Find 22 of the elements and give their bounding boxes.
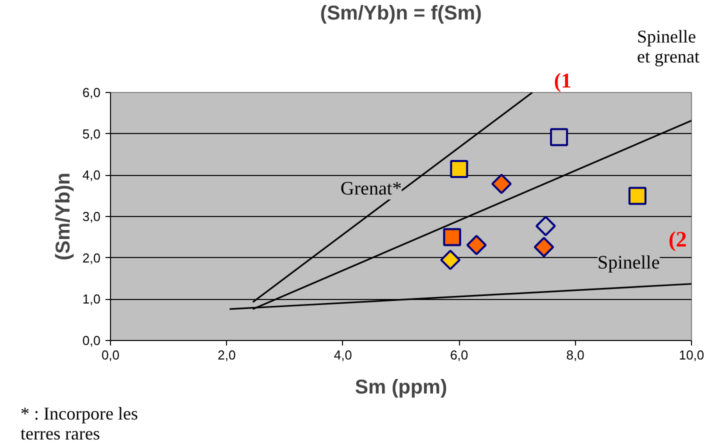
x-tick-label: 8,0 [566, 348, 584, 362]
y-axis-title: (Sm/Yb)n [52, 172, 74, 260]
chart-title: (Sm/Yb)n = f(Sm) [320, 2, 482, 24]
annotation: Grenat* [340, 178, 402, 200]
x-axis-title: Sm (ppm) [354, 376, 448, 398]
x-tick-label: 0,0 [101, 348, 120, 362]
y-tick-label: 0,0 [82, 333, 101, 348]
annotation: Spinelle [598, 252, 660, 274]
text: * : Incorpore les terres rares [20, 404, 138, 443]
y-tick-label: 6,0 [82, 85, 101, 100]
x-tick-label: 2,0 [218, 348, 236, 362]
text: Spinelle et grenat [637, 26, 700, 66]
annotation: (2 [668, 226, 687, 252]
y-tick-label: 3,0 [82, 209, 101, 224]
y-tick-label: 4,0 [82, 168, 101, 183]
annotation: (1 [554, 68, 572, 92]
x-tick-label: 6,0 [450, 348, 468, 362]
x-tick-label: 10,0 [678, 348, 704, 362]
y-tick-label: 2,0 [82, 250, 101, 266]
y-tick-label: 1,0 [82, 292, 101, 307]
x-tick-label: 4,0 [334, 348, 352, 362]
y-tick-label: 5,0 [82, 126, 101, 142]
